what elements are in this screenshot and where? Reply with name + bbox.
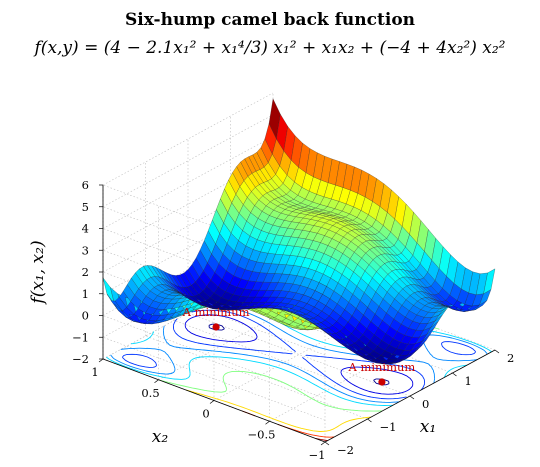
z-tick-label: 5 [82, 200, 89, 214]
surface-cell [483, 268, 496, 294]
grid-line [102, 92, 274, 186]
x-tick-mark [494, 349, 500, 354]
y-axis-label: x₂ [152, 427, 169, 447]
x-tick-mark [324, 441, 330, 446]
y-tick-mark [320, 441, 326, 446]
y-tick-label: −1 [309, 448, 326, 462]
x-tick-label: 2 [507, 351, 514, 365]
grid-line [145, 335, 368, 420]
grid-line [187, 312, 411, 397]
x-axis-label: x₁ [420, 417, 436, 437]
z-tick-label: 3 [82, 243, 89, 257]
surface-mesh [102, 98, 496, 365]
grid-line [230, 289, 453, 374]
minimum-annotation: A minimum [347, 360, 415, 374]
y-tick-label: −0.5 [248, 427, 276, 441]
x-tick-mark [452, 372, 457, 377]
contour-line [121, 309, 477, 400]
contour-line [184, 314, 414, 395]
x-tick-label: −2 [337, 443, 354, 457]
y-tick-mark [209, 400, 215, 404]
grid-line [102, 293, 326, 378]
y-tick-label: 0 [202, 407, 209, 421]
floor-markers [212, 323, 386, 386]
z-tick-label: 6 [82, 178, 89, 192]
x-tick-label: −1 [380, 420, 397, 434]
y-tick-label: 1 [91, 365, 98, 379]
z-axis-label: f(x₁, x₂) [28, 240, 48, 305]
grid-line [102, 271, 326, 356]
z-tick-label: −2 [72, 352, 89, 366]
contour-line [110, 306, 488, 403]
grid-line [102, 336, 326, 421]
grid-line [102, 136, 274, 229]
minimum-marker [378, 378, 386, 386]
z-tick-label: 1 [82, 287, 89, 301]
y-tick-mark [154, 379, 159, 384]
chart-formula: f(x,y) = (4 − 2.1x₁² + x₁⁴/3) x₁² + x₁x₂… [34, 38, 506, 58]
z-tick-label: −1 [72, 330, 89, 344]
x-tick-label: 1 [465, 374, 472, 388]
y-tick-label: 0.5 [141, 386, 159, 400]
grid-line [102, 114, 274, 208]
z-tick-label: 0 [82, 309, 89, 323]
minimum-marker [212, 323, 220, 331]
x-tick-label: 0 [422, 397, 429, 411]
x-tick-mark [409, 395, 415, 400]
y-tick-mark [98, 358, 104, 363]
chart-title: Six-hump camel back function [124, 10, 416, 30]
grid-line [272, 266, 496, 351]
z-tick-label: 2 [82, 265, 89, 279]
minimum-annotation: A minimum [182, 305, 250, 319]
z-tick-label: 4 [82, 222, 89, 236]
x-tick-mark [367, 418, 372, 423]
y-tick-mark [265, 420, 270, 425]
